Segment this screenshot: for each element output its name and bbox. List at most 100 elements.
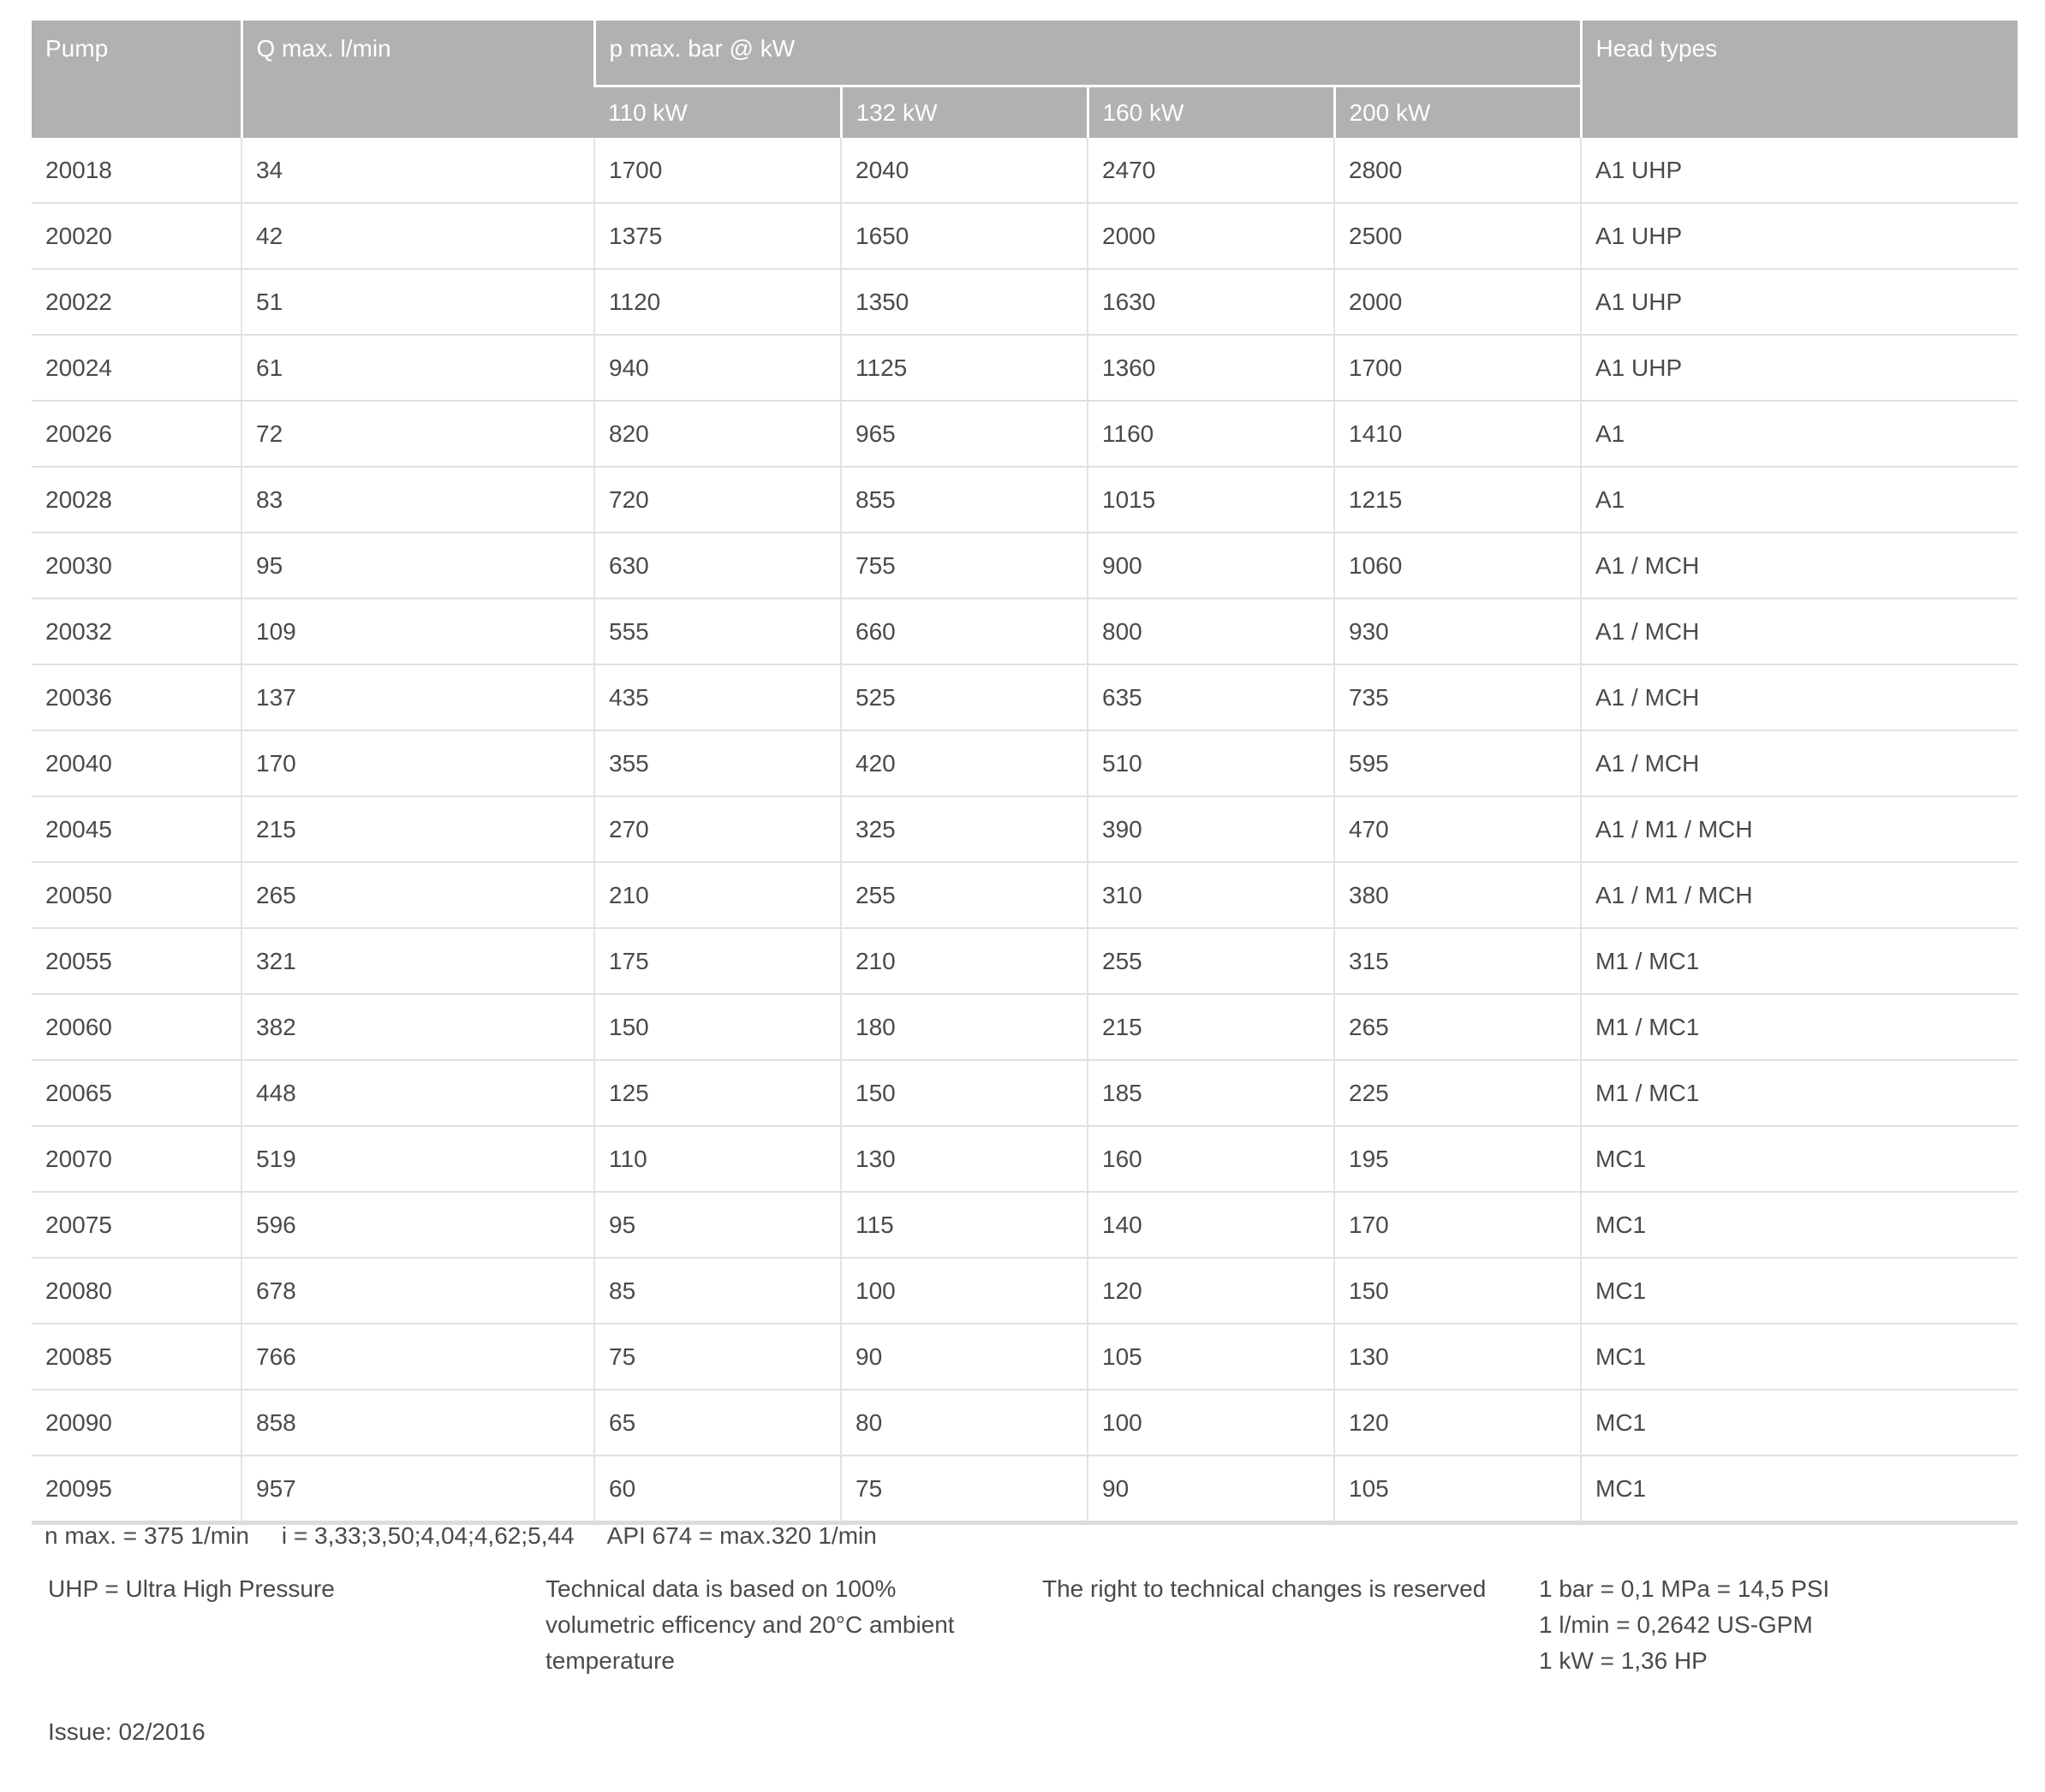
cell-p-200kw: 195 (1333, 1126, 1581, 1193)
conversion-line: 1 bar = 0,1 MPa = 14,5 PSI (1539, 1575, 1830, 1602)
operating-notes: n max. = 375 1/min i = 3,33;3,50;4,04;4,6… (45, 1518, 909, 1554)
cell-p-132kw: 1650 (840, 203, 1088, 270)
issue-date: Issue: 02/2016 (48, 1718, 206, 1745)
cell-p-160kw: 2470 (1087, 138, 1334, 204)
table-row: 20085 766 75 90 105 130 MC1 (32, 1324, 2018, 1390)
cell-head-types: A1 / MCH (1580, 664, 2018, 731)
table-body: 20018 34 1700 2040 2470 2800 A1 UHP 20020 42 1375… (32, 138, 2018, 1525)
cell-p-200kw: 930 (1333, 598, 1581, 665)
cell-p-200kw: 2800 (1333, 138, 1581, 204)
cell-p-132kw: 180 (840, 994, 1088, 1061)
cell-p-160kw: 1015 (1087, 467, 1334, 533)
cell-p-132kw: 660 (840, 598, 1088, 665)
cell-head-types: M1 / MC1 (1580, 928, 2018, 995)
cell-p-132kw: 420 (840, 730, 1088, 797)
cell-p-132kw: 965 (840, 401, 1088, 467)
table-row: 20050 265 210 255 310 380 A1 / M1 / MCH (32, 862, 2018, 929)
conversion-line: 1 l/min = 0,2642 US-GPM (1539, 1611, 1813, 1638)
cell-p-110kw: 85 (593, 1258, 841, 1325)
table-row: 20020 42 1375 1650 2000 2500 A1 UHP (32, 203, 2018, 270)
cell-pump: 20040 (32, 730, 241, 797)
cell-q-max: 766 (241, 1324, 594, 1390)
cell-q-max: 137 (241, 664, 594, 731)
n-max-note: n max. = 375 1/min (45, 1522, 249, 1549)
rights-note: The right to technical changes is reserv… (1042, 1575, 1487, 1602)
cell-head-types: A1 UHP (1580, 269, 2018, 336)
cell-p-110kw: 270 (593, 796, 841, 863)
cell-p-110kw: 60 (593, 1456, 841, 1525)
cell-q-max: 170 (241, 730, 594, 797)
cell-p-132kw: 115 (840, 1192, 1088, 1259)
table-row: 20030 95 630 755 900 1060 A1 / MCH (32, 533, 2018, 599)
table-row: 20036 137 435 525 635 735 A1 / MCH (32, 664, 2018, 731)
cell-p-132kw: 1125 (840, 335, 1088, 402)
technical-note: Technical data is based on 100% volumetr… (546, 1571, 955, 1679)
cell-p-160kw: 635 (1087, 664, 1334, 731)
cell-p-160kw: 120 (1087, 1258, 1334, 1325)
cell-head-types: A1 / MCH (1580, 533, 2018, 599)
cell-pump: 20090 (32, 1390, 241, 1456)
cell-p-200kw: 130 (1333, 1324, 1581, 1390)
cell-p-200kw: 2000 (1333, 269, 1581, 336)
cell-head-types: A1 UHP (1580, 203, 2018, 270)
cell-p-132kw: 90 (840, 1324, 1088, 1390)
cell-head-types: A1 / M1 / MCH (1580, 796, 2018, 863)
cell-p-160kw: 800 (1087, 598, 1334, 665)
table-row: 20028 83 720 855 1015 1215 A1 (32, 467, 2018, 533)
cell-pump: 20020 (32, 203, 241, 270)
cell-pump: 20075 (32, 1192, 241, 1259)
cell-p-200kw: 2500 (1333, 203, 1581, 270)
cell-p-160kw: 1630 (1087, 269, 1334, 336)
cell-pump: 20026 (32, 401, 241, 467)
cell-head-types: A1 UHP (1580, 335, 2018, 402)
cell-pump: 20030 (32, 533, 241, 599)
cell-p-132kw: 130 (840, 1126, 1088, 1193)
api-note: API 674 = max.320 1/min (606, 1522, 877, 1549)
table-row: 20070 519 110 130 160 195 MC1 (32, 1126, 2018, 1193)
header-110kw: 110 kW (594, 85, 841, 138)
cell-p-200kw: 470 (1333, 796, 1581, 863)
cell-q-max: 215 (241, 796, 594, 863)
cell-p-160kw: 105 (1087, 1324, 1334, 1390)
cell-p-132kw: 150 (840, 1060, 1088, 1127)
cell-p-200kw: 265 (1333, 994, 1581, 1061)
cell-p-200kw: 380 (1333, 862, 1581, 929)
cell-p-110kw: 355 (593, 730, 841, 797)
cell-pump: 20032 (32, 598, 241, 665)
table-row: 20026 72 820 965 1160 1410 A1 (32, 401, 2018, 467)
cell-q-max: 519 (241, 1126, 594, 1193)
header-200kw: 200 kW (1333, 85, 1581, 138)
conversion-line: 1 kW = 1,36 HP (1539, 1647, 1708, 1674)
cell-pump: 20085 (32, 1324, 241, 1390)
cell-p-110kw: 95 (593, 1192, 841, 1259)
cell-q-max: 42 (241, 203, 594, 270)
header-p-max: p max. bar @ kW (593, 21, 1581, 86)
cell-pump: 20070 (32, 1126, 241, 1193)
table-row: 20080 678 85 100 120 150 MC1 (32, 1258, 2018, 1325)
cell-p-200kw: 1060 (1333, 533, 1581, 599)
cell-p-160kw: 185 (1087, 1060, 1334, 1127)
cell-q-max: 858 (241, 1390, 594, 1456)
cell-pump: 20095 (32, 1456, 241, 1525)
cell-q-max: 321 (241, 928, 594, 995)
cell-p-160kw: 510 (1087, 730, 1334, 797)
cell-pump: 20060 (32, 994, 241, 1061)
table-row: 20065 448 125 150 185 225 M1 / MC1 (32, 1060, 2018, 1127)
cell-p-132kw: 325 (840, 796, 1088, 863)
cell-p-110kw: 720 (593, 467, 841, 533)
cell-q-max: 61 (241, 335, 594, 402)
cell-p-132kw: 255 (840, 862, 1088, 929)
cell-head-types: MC1 (1580, 1456, 2018, 1525)
cell-p-110kw: 1120 (593, 269, 841, 336)
cell-p-200kw: 1410 (1333, 401, 1581, 467)
cell-p-110kw: 630 (593, 533, 841, 599)
table-row: 20018 34 1700 2040 2470 2800 A1 UHP (32, 138, 2018, 204)
cell-p-200kw: 595 (1333, 730, 1581, 797)
cell-q-max: 448 (241, 1060, 594, 1127)
cell-head-types: MC1 (1580, 1126, 2018, 1193)
cell-p-160kw: 215 (1087, 994, 1334, 1061)
cell-p-160kw: 390 (1087, 796, 1334, 863)
cell-p-110kw: 210 (593, 862, 841, 929)
table-row: 20045 215 270 325 390 470 A1 / M1 / MCH (32, 796, 2018, 863)
cell-p-132kw: 755 (840, 533, 1088, 599)
